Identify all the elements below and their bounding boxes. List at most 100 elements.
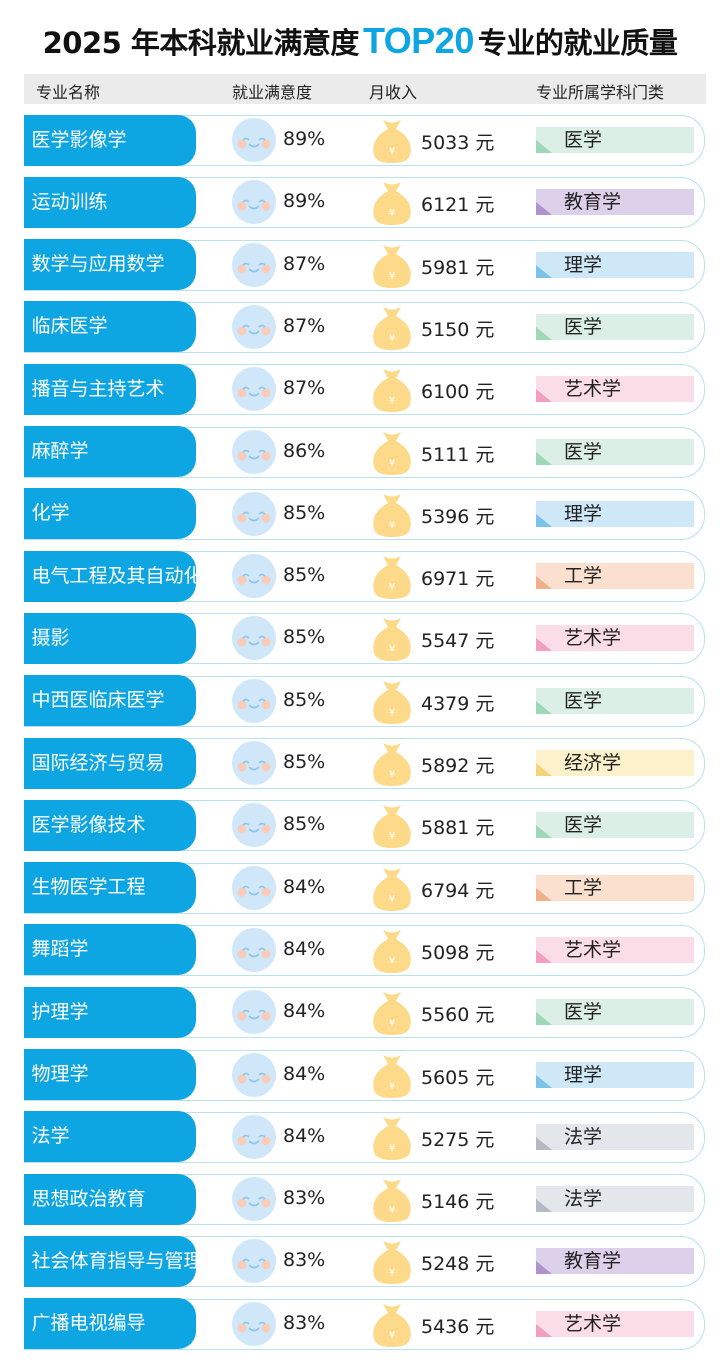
money-bag-icon: ¥	[367, 116, 417, 170]
smiley-face-icon	[232, 1114, 276, 1159]
table-row: 法学 84% ¥ 5275 元 法学	[23, 1111, 705, 1163]
money-bag-icon: ¥	[367, 552, 417, 606]
income-value: 6971 元	[421, 568, 495, 591]
smiley-face-icon	[232, 304, 276, 349]
table-row: 社会体育指导与管理 83% ¥ 5248 元 教育学	[23, 1235, 705, 1288]
table-row: 麻醉学 86% ¥ 5111 元 医学	[23, 426, 705, 478]
smiley-face-icon	[232, 803, 276, 848]
money-bag-icon: ¥	[367, 365, 417, 419]
money-bag-icon: ¥	[367, 614, 417, 668]
category-badge: 理学	[536, 251, 694, 278]
category-label: 法学	[564, 1188, 603, 1211]
svg-text:¥: ¥	[389, 333, 395, 344]
smiley-face-icon	[232, 741, 276, 785]
satisfaction-value: 87%	[283, 377, 326, 400]
svg-text:¥: ¥	[389, 520, 395, 531]
smiley-face-icon	[232, 242, 276, 287]
page-title: 2025 年本科就业满意度 TOP20 专业的就业质量	[0, 20, 720, 62]
table-row: 物理学 84% ¥ 5605 元 理学	[23, 1049, 705, 1101]
major-name: 临床医学	[23, 301, 196, 353]
category-badge: 艺术学	[536, 936, 694, 963]
major-name: 物理学	[23, 1049, 196, 1100]
income-value: 5981 元	[421, 256, 495, 279]
satisfaction-value: 85%	[283, 751, 326, 773]
satisfaction-value: 87%	[283, 314, 326, 337]
satisfaction-value: 84%	[283, 875, 326, 898]
category-label: 医学	[564, 129, 603, 151]
major-name: 中西医临床医学	[23, 675, 196, 727]
satisfaction-value: 89%	[283, 190, 326, 213]
major-name: 电气工程及其自动化	[23, 550, 203, 602]
money-bag-icon: ¥	[367, 801, 417, 855]
category-badge: 理学	[536, 500, 694, 527]
money-bag-icon: ¥	[367, 428, 417, 482]
major-name: 生物医学工程	[23, 862, 196, 914]
satisfaction-value: 87%	[283, 252, 326, 275]
table-row: 国际经济与贸易 85% ¥ 5892 元 经济学	[23, 737, 705, 789]
svg-text:¥: ¥	[389, 208, 395, 219]
income-value: 5605 元	[421, 1066, 495, 1089]
smiley-face-icon	[232, 927, 276, 972]
header-satisfaction: 就业满意度	[232, 83, 313, 102]
category-label: 工学	[564, 876, 603, 899]
category-badge: 艺术学	[536, 1310, 694, 1337]
money-bag-icon: ¥	[367, 241, 417, 295]
money-bag-icon: ¥	[367, 1051, 417, 1105]
table-row: 广播电视编导 83% ¥ 5436 元 艺术学	[23, 1298, 705, 1350]
income-value: 5547 元	[421, 630, 495, 653]
major-name: 社会体育指导与管理	[23, 1235, 203, 1287]
satisfaction-value: 89%	[283, 128, 326, 150]
category-badge: 医学	[536, 812, 694, 839]
svg-text:¥: ¥	[389, 1330, 395, 1341]
major-name: 播音与主持艺术	[23, 363, 196, 415]
major-name: 法学	[23, 1111, 196, 1163]
category-label: 经济学	[564, 752, 622, 774]
table-row: 思想政治教育 83% ¥ 5146 元 法学	[23, 1173, 705, 1226]
major-name: 麻醉学	[23, 426, 196, 477]
income-value: 6121 元	[421, 194, 495, 217]
major-name: 广播电视编导	[23, 1298, 196, 1350]
major-name: 思想政治教育	[23, 1173, 196, 1225]
svg-text:¥: ¥	[389, 956, 395, 967]
category-badge: 艺术学	[536, 376, 694, 403]
smiley-face-icon	[232, 616, 276, 661]
smiley-face-icon	[232, 1052, 276, 1097]
money-bag-icon: ¥	[367, 864, 417, 918]
category-badge: 医学	[536, 438, 694, 465]
major-name: 护理学	[23, 986, 196, 1038]
income-value: 6100 元	[421, 381, 495, 404]
table-row: 电气工程及其自动化 85% ¥ 6971 元 工学	[23, 550, 705, 603]
svg-text:¥: ¥	[389, 582, 395, 593]
money-bag-icon: ¥	[367, 988, 417, 1042]
category-label: 艺术学	[564, 627, 622, 650]
svg-text:¥: ¥	[389, 1267, 395, 1278]
category-badge: 理学	[536, 1061, 694, 1088]
money-bag-icon: ¥	[367, 1237, 417, 1291]
table-row: 化学 85% ¥ 5396 元 理学	[23, 488, 705, 540]
header-income: 月收入	[369, 83, 418, 102]
satisfaction-value: 84%	[283, 937, 326, 960]
money-bag-icon: ¥	[367, 1175, 417, 1229]
svg-text:¥: ¥	[389, 894, 395, 905]
satisfaction-value: 85%	[283, 564, 326, 587]
income-value: 5436 元	[421, 1315, 495, 1338]
smiley-face-icon	[232, 554, 276, 599]
satisfaction-value: 85%	[283, 813, 326, 836]
satisfaction-value: 85%	[283, 626, 326, 649]
money-bag-icon: ¥	[367, 926, 417, 980]
satisfaction-value: 84%	[283, 1124, 326, 1147]
satisfaction-value: 83%	[283, 1249, 326, 1272]
satisfaction-value: 86%	[283, 439, 326, 462]
smiley-face-icon	[232, 865, 276, 910]
title-suffix: 专业的就业质量	[477, 26, 678, 60]
money-bag-icon: ¥	[367, 490, 417, 544]
table-row: 医学影像技术 85% ¥ 5881 元 医学	[23, 799, 705, 852]
smiley-face-icon	[232, 1301, 276, 1346]
category-label: 理学	[564, 502, 603, 525]
smiley-face-icon	[232, 180, 276, 225]
income-value: 4379 元	[421, 692, 495, 715]
category-badge: 经济学	[536, 750, 694, 776]
table-header: 专业名称 就业满意度 月收入 专业所属学科门类	[24, 74, 706, 104]
smiley-face-icon	[232, 1239, 276, 1284]
satisfaction-value: 83%	[283, 1187, 326, 1210]
